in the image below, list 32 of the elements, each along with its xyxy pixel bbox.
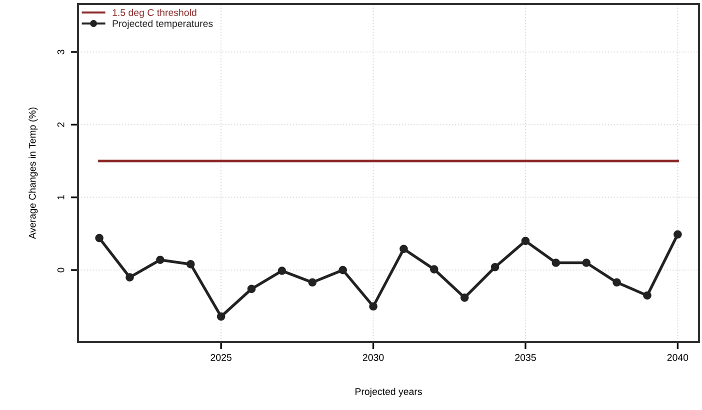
- y-tick-label: 0: [57, 268, 64, 272]
- x-tick-label: 2025: [210, 354, 232, 361]
- point: [186, 260, 195, 268]
- y-tick-label: 1: [57, 195, 64, 200]
- point: [278, 266, 286, 275]
- point: [247, 284, 256, 294]
- point: [460, 293, 469, 302]
- point: [216, 312, 226, 321]
- legend-label: 1.5 deg C threshold: [112, 8, 196, 18]
- x-tick-label: 2035: [515, 354, 536, 361]
- point: [552, 258, 560, 267]
- legend-label: Projected temperatures: [112, 20, 213, 29]
- point: [582, 258, 591, 267]
- point: [490, 262, 500, 272]
- point: [400, 244, 408, 254]
- point: [674, 230, 682, 239]
- x-axis-title: Projected years: [356, 388, 422, 397]
- point: [156, 256, 164, 264]
- point: [308, 278, 317, 287]
- point: [521, 236, 530, 246]
- y-axis-title: Average Changes in Temp (%): [28, 108, 38, 239]
- x-tick-label: 2040: [667, 354, 688, 361]
- point: [338, 266, 348, 274]
- y-tick-label: 2: [57, 122, 64, 127]
- point: [95, 234, 104, 242]
- y-tick-label: 3: [57, 50, 64, 54]
- point: [643, 291, 652, 300]
- point: [430, 265, 438, 274]
- point: [369, 302, 378, 311]
- x-tick-label: 2030: [362, 354, 384, 361]
- point: [126, 273, 134, 282]
- point: [612, 278, 621, 287]
